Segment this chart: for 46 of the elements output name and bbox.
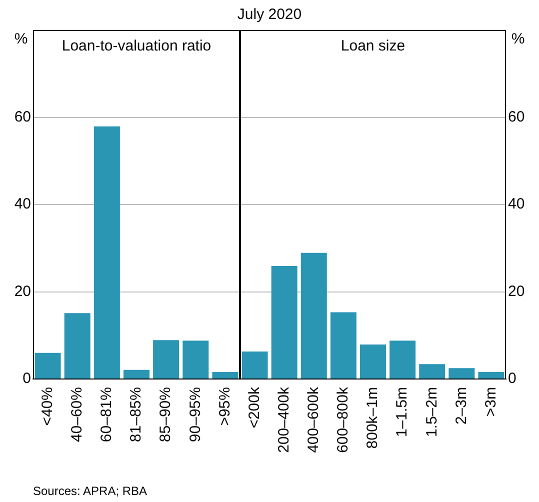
- y-axis-title: %: [511, 30, 525, 48]
- bar: [64, 313, 90, 378]
- bar: [448, 368, 475, 378]
- x-tick-label: 60–81%: [98, 387, 116, 442]
- y-tick-label: 0: [508, 370, 516, 388]
- x-tick-label: 1–1.5m: [394, 387, 411, 438]
- bar: [330, 312, 356, 378]
- bar: [123, 370, 150, 378]
- y-tick-label: 20: [14, 282, 31, 300]
- x-tick-label: 800k–1m: [364, 387, 382, 449]
- text: Loan-to-valuation ratio: [62, 38, 212, 55]
- bar: [360, 344, 386, 378]
- bar: [300, 252, 327, 378]
- x-tick-label: 600–800k: [334, 386, 352, 453]
- bar: [94, 126, 120, 378]
- x-tick-label: 400–600k: [304, 386, 322, 453]
- bar: [182, 340, 209, 378]
- x-tick-label: 40–60%: [68, 387, 86, 442]
- y-tick-label: 40: [14, 196, 31, 213]
- x-tick-label: >95%: [216, 387, 234, 426]
- x-tick-label: <200k: [246, 386, 263, 428]
- text: Loan size: [340, 38, 406, 55]
- x-tick-label: 1.5–2m: [423, 387, 440, 438]
- x-tick-label: 85–90%: [157, 387, 174, 442]
- y-tick-label: 0: [22, 370, 31, 388]
- y-tick-label: 60: [508, 108, 525, 126]
- y-tick-label: 60: [14, 108, 31, 126]
- bar: [389, 340, 416, 378]
- y-axis-title: %: [14, 30, 28, 48]
- source-note: Sources: APRA; RBA: [33, 484, 148, 498]
- y-tick-label: 20: [508, 282, 525, 300]
- bar: [271, 266, 298, 378]
- chart-subtitle: July 2020: [236, 6, 303, 23]
- bar: [478, 372, 504, 378]
- bar: [212, 372, 238, 378]
- bar: [153, 340, 180, 378]
- x-tick-label: 2–3m: [452, 387, 470, 425]
- x-tick-label: >3m: [482, 387, 500, 417]
- x-tick-label: 90–95%: [186, 387, 204, 442]
- x-tick-label: 200–400k: [275, 386, 292, 453]
- x-tick-label: <40%: [38, 387, 56, 426]
- x-tick-label: 81–85%: [128, 387, 145, 442]
- bar: [34, 352, 61, 378]
- bar: [419, 364, 446, 378]
- bar: [242, 352, 268, 378]
- y-tick-label: 40: [508, 196, 525, 213]
